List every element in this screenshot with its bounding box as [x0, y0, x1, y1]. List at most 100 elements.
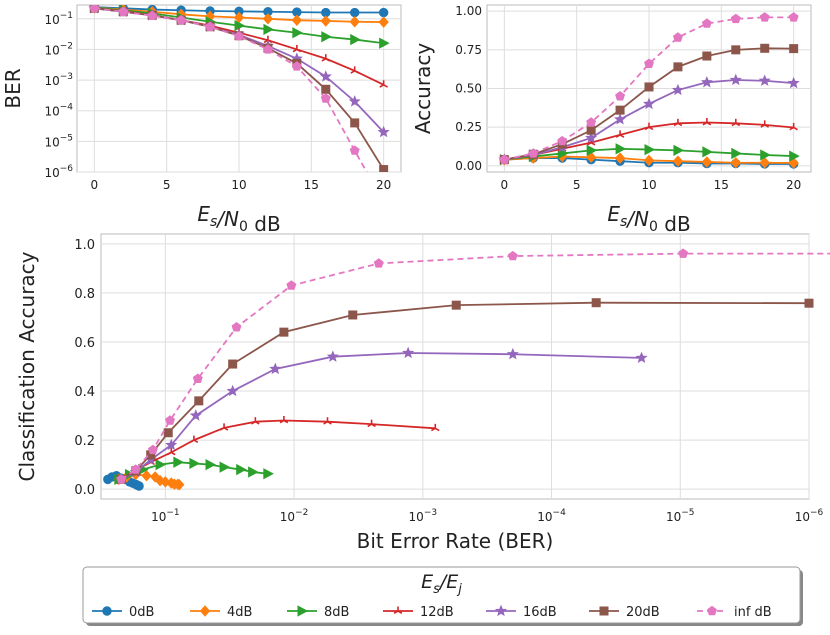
data-point [234, 30, 244, 41]
y-tick-label-exp: −4 [60, 103, 74, 113]
y-tick-label: 10−2 [44, 41, 73, 57]
data-point-arm [189, 439, 195, 444]
data-point [672, 155, 684, 167]
data-point [760, 120, 770, 128]
data-point [430, 423, 440, 432]
x-tick-label: 15 [714, 178, 729, 192]
data-point [758, 74, 771, 86]
x-tick-label-base: 10 [280, 510, 295, 524]
data-point [192, 373, 203, 383]
legend-label: 20dB [626, 605, 660, 620]
data-point [701, 18, 712, 28]
data-point [730, 13, 741, 24]
y-tick-label-base: 10 [44, 43, 59, 57]
legend: Es/Ej 0dB 4dB 8dB 12dB 16dB 20dB inf dB [82, 566, 803, 626]
data-point [731, 45, 741, 55]
data-point [760, 149, 771, 161]
data-point [557, 135, 568, 146]
data-point-arm [619, 134, 625, 138]
data-point [348, 95, 361, 107]
data-point-arm [702, 121, 708, 126]
x-tick-label: 10 [641, 178, 656, 192]
data-point [166, 447, 176, 456]
data-point [134, 481, 144, 491]
y-tick-label: 0.2 [74, 434, 95, 449]
data-point-arm [760, 124, 766, 128]
legend-item: inf dB [697, 605, 772, 620]
legend-marker [707, 605, 717, 616]
y-tick-label: 1.00 [455, 4, 482, 18]
data-point-arm [731, 122, 737, 127]
x-tick-label: 20 [786, 178, 801, 192]
legend-label: inf dB [734, 605, 772, 620]
data-point-arm [325, 57, 331, 62]
data-point-arm [327, 421, 332, 425]
data-point-arm [586, 141, 592, 146]
data-point [141, 469, 152, 482]
data-point [729, 73, 742, 86]
x-tick-label: 20 [376, 178, 391, 192]
legend-title-part: /E [438, 571, 458, 593]
data-point [147, 10, 158, 21]
data-point [787, 76, 800, 89]
x-tick-label: 10−2 [280, 508, 309, 524]
data-point [248, 466, 259, 478]
data-point-arm [254, 421, 260, 425]
legend-label: 0dB [129, 605, 154, 620]
data-point [644, 143, 656, 156]
data-point [263, 35, 273, 44]
data-point [678, 248, 689, 258]
data-point-arm [263, 39, 269, 44]
data-point [155, 459, 167, 471]
data-point [251, 417, 260, 425]
x-axis-label-part: s [210, 214, 217, 230]
data-point [614, 152, 626, 164]
data-point [205, 21, 216, 31]
data-point [262, 44, 273, 54]
legend-marker-arm [397, 610, 403, 614]
legend-item: 16dB [486, 604, 557, 620]
x-tick-label-exp: −2 [295, 508, 308, 518]
data-point [673, 118, 683, 127]
data-point-arm [677, 122, 683, 127]
data-point [788, 12, 799, 22]
data-point [348, 310, 358, 320]
data-point [789, 122, 798, 131]
legend-box [82, 566, 801, 624]
data-point-arm [735, 122, 741, 127]
data-point [176, 14, 187, 25]
data-point-arm [292, 48, 298, 53]
data-point [702, 146, 713, 158]
data-point [672, 32, 683, 42]
data-point [507, 250, 518, 261]
y-axis-label: BER [1, 68, 25, 108]
x-axis-label-part: dB [658, 212, 691, 236]
y-axis-label: Classification Accuracy [15, 251, 39, 481]
y-tick-label-base: 10 [44, 166, 59, 180]
x-axis-label-part: s [620, 214, 627, 230]
legend-label: 4dB [227, 605, 252, 620]
data-point [528, 148, 539, 158]
y-tick-label-base: 10 [44, 13, 59, 27]
legend-item: 8dB [287, 605, 349, 620]
data-point [702, 118, 712, 126]
legend-title-part: j [456, 582, 462, 597]
data-point [378, 7, 389, 18]
data-point [644, 122, 654, 131]
data-point [323, 417, 332, 425]
y-tick-label-base: 10 [44, 105, 59, 119]
data-point-arm [367, 423, 372, 428]
data-point-arm [434, 427, 440, 432]
data-point [451, 300, 461, 310]
x-tick-label: 10−5 [666, 508, 695, 524]
x-tick-label: 5 [573, 178, 581, 192]
y-tick-label: 10−5 [44, 133, 73, 149]
data-point [320, 15, 331, 27]
data-point-arm [350, 70, 356, 74]
data-point-arm [644, 126, 650, 131]
data-point-arm [166, 451, 172, 456]
y-tick-label: 0.00 [455, 159, 482, 173]
data-point-arm [590, 141, 596, 146]
y-tick-label: 0.6 [74, 336, 95, 351]
x-tick-label-exp: −3 [424, 508, 437, 518]
